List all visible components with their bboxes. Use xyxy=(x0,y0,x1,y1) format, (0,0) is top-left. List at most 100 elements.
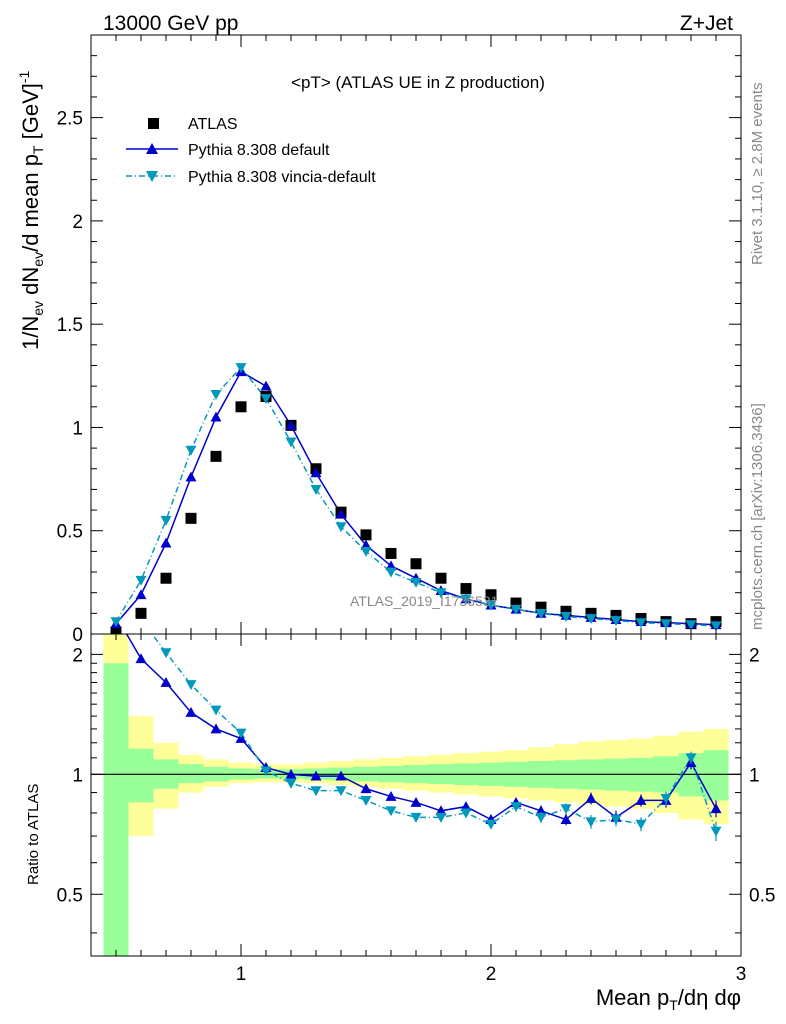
ratio-ytick-label-right: 1 xyxy=(749,765,760,786)
main-point-s0-2 xyxy=(160,572,172,584)
main-ytick-label: 1 xyxy=(72,418,83,439)
ratio-point-s1-8 xyxy=(310,786,322,797)
main-y-axis-label: 1/Nev dNev/d mean pT [GeV]-1 xyxy=(16,70,46,350)
main-point-s2-18 xyxy=(560,612,572,622)
ratio-point-s0-8 xyxy=(310,770,322,781)
main-point-s2-2 xyxy=(160,515,172,526)
ratio-y-axis-label: Ratio to ATLAS xyxy=(25,784,42,885)
main-point-s2-10 xyxy=(360,546,372,557)
ratio-uncertainty-bands xyxy=(91,634,741,956)
ratio-point-s0-9 xyxy=(335,770,347,781)
ratio-point-s1-18 xyxy=(560,804,572,815)
main-point-s2-12 xyxy=(410,577,422,588)
ratio-point-s1-21 xyxy=(635,819,647,830)
main-point-s0-1 xyxy=(135,607,147,619)
ratio-point-s0-19 xyxy=(585,792,597,803)
main-point-s2-19 xyxy=(585,614,597,625)
ratio-point-s0-12 xyxy=(410,796,422,807)
main-point-s1-9 xyxy=(335,508,347,519)
ratio-point-s0-18 xyxy=(560,814,572,824)
ratio-plot-marks xyxy=(111,580,722,842)
main-point-s0-5 xyxy=(235,401,247,413)
legend-label-pythia-vincia: Pythia 8.308 vincia-default xyxy=(188,169,376,186)
ratio-point-s1-12 xyxy=(410,812,422,823)
main-point-s2-20 xyxy=(610,616,622,627)
main-axes: 0 0.5 1 1.5 2 2.5 xyxy=(57,35,742,646)
ratio-ytick-label-right: 2 xyxy=(749,645,760,666)
main-point-s2-5 xyxy=(235,363,247,374)
ratio-axes: 0.5 0.5 1 1 2 2 1 2 3 xyxy=(57,634,775,985)
main-ytick-label: 1.5 xyxy=(57,315,83,336)
x-tick-label: 2 xyxy=(486,964,497,985)
ratio-ytick-label-left: 1 xyxy=(72,765,83,786)
main-ytick-label: 2.5 xyxy=(57,109,83,130)
legend-marker-pythia-default xyxy=(146,143,158,154)
main-point-s1-8 xyxy=(310,467,322,478)
main-point-s1-1 xyxy=(135,589,147,600)
main-point-s2-9 xyxy=(335,522,347,533)
ratio-point-s0-4 xyxy=(210,723,222,734)
analysis-watermark: ATLAS_2019_I1736531 xyxy=(350,593,499,609)
main-point-s0-10 xyxy=(360,529,372,541)
main-point-s0-16 xyxy=(510,597,522,609)
ratio-point-s0-14 xyxy=(460,801,472,811)
x-tick-label: 1 xyxy=(236,964,247,985)
main-point-s2-11 xyxy=(385,567,397,578)
ratio-point-s1-0 xyxy=(111,580,122,590)
ratio-point-s0-3 xyxy=(185,706,197,717)
legend-marker-pythia-vincia xyxy=(146,171,158,182)
ratio-point-s1-10 xyxy=(360,796,372,806)
main-ytick-label: 0.5 xyxy=(57,522,83,543)
main-point-s2-22 xyxy=(660,619,672,630)
main-point-s1-2 xyxy=(160,537,172,548)
main-point-s2-7 xyxy=(285,437,297,448)
ratio-point-s1-16 xyxy=(510,802,522,813)
main-point-s2-21 xyxy=(635,618,647,629)
ratio-point-s0-17 xyxy=(535,805,547,816)
ratio-band-green-0 xyxy=(103,663,129,956)
main-point-s0-14 xyxy=(460,583,472,595)
x-tick-label: 3 xyxy=(736,964,747,985)
ratio-point-s1-2 xyxy=(160,648,172,659)
ratio-point-s0-7 xyxy=(285,768,297,779)
main-point-s2-3 xyxy=(185,445,197,456)
main-point-s0-15 xyxy=(485,589,497,601)
main-point-s1-6 xyxy=(260,380,272,391)
ratio-point-s1-11 xyxy=(385,806,397,817)
ratio-ytick-label-left: 2 xyxy=(72,645,83,666)
main-point-s2-23 xyxy=(685,620,697,631)
ratio-point-s0-10 xyxy=(360,783,372,794)
ratio-band-green-1 xyxy=(128,748,154,803)
ratio-ytick-label-left: 0.5 xyxy=(57,885,83,906)
energy-label: 13000 GeV pp xyxy=(103,12,238,35)
legend-label-pythia-default: Pythia 8.308 default xyxy=(188,142,330,159)
main-point-s2-0 xyxy=(110,617,122,628)
process-label: Z+Jet xyxy=(680,12,733,35)
ratio-ytick-label-right: 0.5 xyxy=(749,885,775,906)
main-point-s0-13 xyxy=(435,572,447,584)
main-point-s2-1 xyxy=(135,575,147,586)
ratio-point-s1-9 xyxy=(335,786,347,797)
main-point-s0-3 xyxy=(185,512,197,524)
ratio-point-s1-19 xyxy=(585,817,597,828)
main-point-s1-4 xyxy=(210,411,222,422)
ratio-point-s0-21 xyxy=(635,794,647,805)
main-point-s2-16 xyxy=(510,604,522,615)
ratio-point-s1-14 xyxy=(460,808,472,819)
main-point-s1-3 xyxy=(185,471,197,482)
ratio-point-s1-6 xyxy=(260,766,272,777)
main-point-s2-15 xyxy=(485,600,497,611)
main-point-s2-8 xyxy=(310,485,322,495)
main-point-s2-4 xyxy=(210,390,222,400)
ratio-point-s1-22 xyxy=(660,794,672,804)
rivet-label: Rivet 3.1.10, ≥ 2.8M events xyxy=(749,83,766,266)
main-point-s0-12 xyxy=(410,558,422,570)
main-point-s0-4 xyxy=(210,450,222,462)
main-point-s2-24 xyxy=(710,621,722,632)
ratio-point-s1-4 xyxy=(210,705,222,716)
ratio-point-s1-20 xyxy=(610,815,622,826)
main-plot-marks xyxy=(110,363,722,634)
legend-label-atlas: ATLAS xyxy=(188,116,238,133)
main-point-s2-6 xyxy=(260,394,272,405)
